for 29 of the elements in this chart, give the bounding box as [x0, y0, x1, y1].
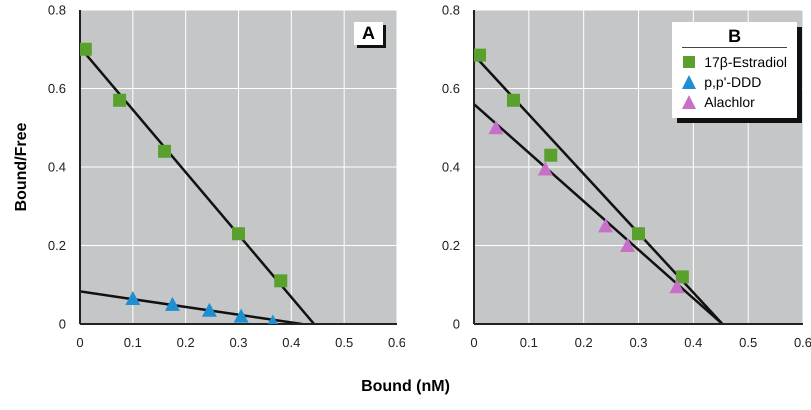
y-tick-label: 0.4	[48, 160, 66, 175]
x-tick-label: 0.2	[176, 335, 195, 350]
x-axis-title: Bound (nM)	[360, 378, 451, 396]
y-tick-label: 0	[452, 316, 460, 332]
text: A	[354, 22, 383, 45]
y-axis-title: Bound/Free	[13, 122, 31, 212]
y-tick-label: 0.6	[48, 81, 66, 96]
y-tick-label: 0.6	[442, 81, 460, 96]
x-tick-label: 0.2	[574, 335, 593, 350]
y-tick-label: 0.8	[48, 2, 66, 18]
x-tick-label: 0.3	[229, 335, 248, 350]
x-tick-label: 0.1	[124, 335, 142, 350]
y-tick-label: 0.8	[442, 2, 460, 18]
legend-label: Alachlor	[704, 93, 755, 112]
legend-label: 17β-Estradiol	[704, 53, 787, 72]
legend-title: B	[682, 26, 787, 48]
legend-label: p,p'-DDD	[704, 73, 762, 92]
y-tick-label: 0.4	[442, 160, 460, 175]
y-tick-label: 0.2	[442, 238, 460, 254]
x-tick-label: 0	[76, 335, 84, 350]
x-tick-label: 0.4	[282, 335, 300, 350]
x-tick-label: 0	[470, 335, 478, 350]
x-tick-label: 0.1	[520, 335, 538, 350]
x-tick-label: 0.3	[629, 335, 648, 350]
y-tick-label: 0.2	[48, 238, 66, 254]
x-tick-label: 0.5	[335, 335, 354, 350]
y-tick-label: 0	[58, 316, 66, 332]
x-tick-label: 0.4	[684, 335, 702, 350]
x-tick-label: 0.5	[739, 335, 758, 350]
